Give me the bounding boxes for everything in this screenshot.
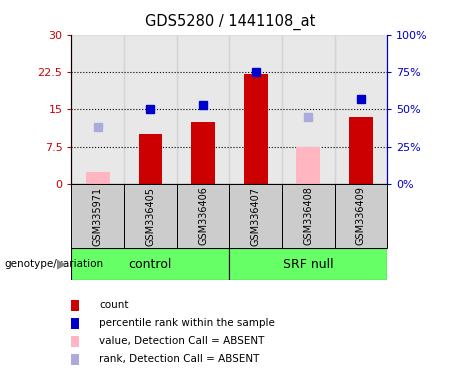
Text: ▶: ▶ bbox=[57, 258, 67, 270]
Text: rank, Detection Call = ABSENT: rank, Detection Call = ABSENT bbox=[99, 354, 260, 364]
Text: GDS5280 / 1441108_at: GDS5280 / 1441108_at bbox=[145, 13, 316, 30]
Bar bbox=[71, 248, 229, 280]
Text: control: control bbox=[129, 258, 172, 270]
Bar bbox=[296, 147, 320, 184]
Bar bbox=[349, 117, 373, 184]
Text: GSM336406: GSM336406 bbox=[198, 187, 208, 245]
Text: percentile rank within the sample: percentile rank within the sample bbox=[99, 318, 275, 328]
Text: value, Detection Call = ABSENT: value, Detection Call = ABSENT bbox=[99, 336, 265, 346]
Bar bbox=[177, 35, 229, 184]
Bar bbox=[124, 184, 177, 248]
Bar bbox=[86, 172, 110, 184]
Bar bbox=[282, 35, 335, 184]
Text: GSM336408: GSM336408 bbox=[303, 187, 313, 245]
Bar bbox=[335, 35, 387, 184]
Bar bbox=[71, 35, 124, 184]
Text: GSM336409: GSM336409 bbox=[356, 187, 366, 245]
Text: count: count bbox=[99, 300, 129, 310]
Bar bbox=[191, 122, 215, 184]
Bar bbox=[177, 184, 229, 248]
Bar bbox=[139, 134, 162, 184]
Bar bbox=[229, 248, 387, 280]
Bar bbox=[229, 35, 282, 184]
Bar bbox=[244, 74, 267, 184]
Text: genotype/variation: genotype/variation bbox=[5, 259, 104, 269]
Bar bbox=[124, 35, 177, 184]
Bar bbox=[71, 184, 124, 248]
Text: GSM336407: GSM336407 bbox=[251, 187, 260, 245]
Text: GSM336405: GSM336405 bbox=[145, 187, 155, 245]
Bar bbox=[282, 184, 335, 248]
Text: GSM335971: GSM335971 bbox=[93, 187, 103, 245]
Bar bbox=[335, 184, 387, 248]
Bar bbox=[229, 184, 282, 248]
Text: SRF null: SRF null bbox=[283, 258, 334, 270]
